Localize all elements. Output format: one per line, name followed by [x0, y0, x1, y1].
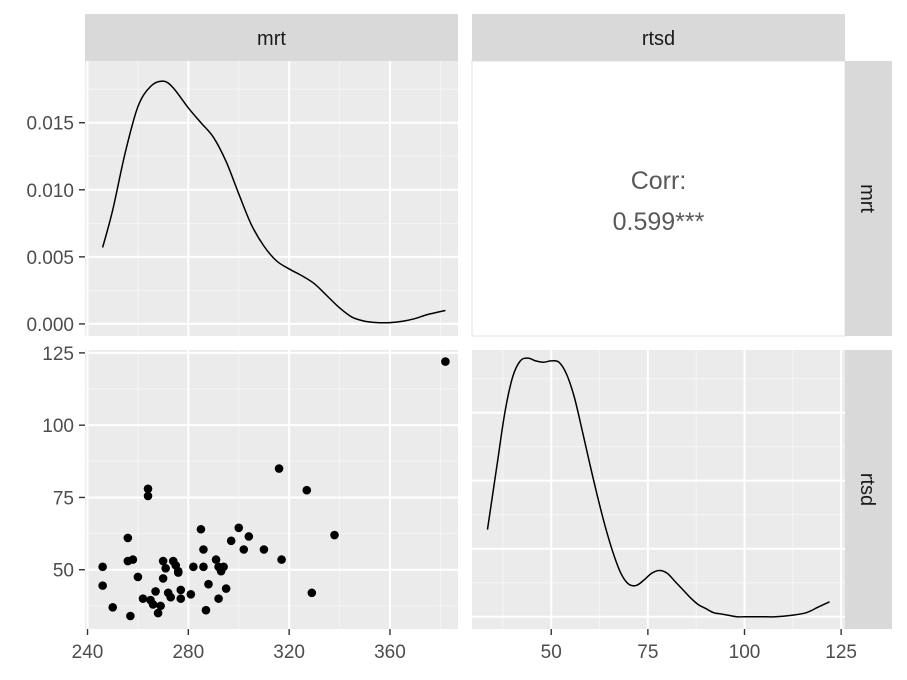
y-tick-label: 100	[42, 416, 74, 437]
scatter-point	[239, 545, 249, 554]
scatter-point	[307, 588, 317, 598]
scatter-point	[156, 601, 165, 611]
y-tick-label: 125	[42, 344, 74, 365]
scatter-point	[201, 605, 211, 615]
scatter-point	[161, 563, 170, 573]
rtsd-density-curve	[486, 357, 830, 618]
scatter-point	[219, 562, 228, 572]
rtsd-x-axis: 50 75 100 125	[541, 629, 857, 663]
corr-label: Corr:	[631, 167, 687, 195]
scatter-point	[98, 581, 107, 590]
scatter-point	[302, 485, 312, 495]
strip-label: mrt	[856, 184, 878, 213]
scatter-point	[151, 587, 160, 596]
strip-top-mrt: mrt	[85, 14, 458, 61]
strip-label: rtsd	[642, 28, 675, 50]
y-tick-label: 0.000	[26, 315, 74, 336]
x-tick-label: 50	[541, 642, 562, 663]
scatter-point	[199, 545, 208, 554]
scatter-point	[126, 611, 135, 621]
scatter-point	[143, 491, 153, 501]
strip-right-mrt: mrt	[845, 61, 892, 336]
y-tick-label: 75	[53, 488, 74, 509]
scatter-point	[158, 574, 168, 583]
x-tick-label: 100	[729, 642, 761, 663]
panel-rtsd-density	[472, 350, 845, 629]
scatter-point	[259, 545, 269, 554]
density-y-axis: 0.000 0.005 0.010 0.015	[26, 114, 85, 336]
strip-right-rtsd: rtsd	[845, 350, 892, 629]
x-tick-label: 360	[374, 642, 406, 663]
scatter-point	[123, 533, 133, 543]
scatter-point	[274, 464, 284, 473]
y-tick-label: 0.005	[26, 248, 74, 269]
scatter-point	[277, 555, 286, 564]
panel-background	[472, 350, 845, 629]
scatter-point	[189, 562, 198, 572]
scatter-point	[153, 608, 163, 618]
y-tick-label: 0.010	[26, 181, 74, 202]
x-tick-label: 320	[273, 642, 305, 663]
y-tick-label: 0.015	[26, 114, 74, 135]
scatter-point	[176, 594, 186, 603]
x-tick-label: 280	[172, 642, 204, 663]
panel-background	[85, 350, 458, 629]
mrt-x-axis: 240 280 320 360	[72, 629, 406, 663]
scatter-point	[186, 590, 196, 599]
x-tick-label: 240	[72, 642, 104, 663]
scatter-point	[158, 556, 168, 566]
scatter-point	[138, 594, 148, 603]
scatter-point	[244, 532, 254, 541]
scatter-point	[148, 600, 158, 609]
scatter-point	[211, 555, 221, 564]
scatter-point	[173, 568, 183, 577]
scatter-point	[226, 536, 236, 546]
scatter-point	[330, 530, 339, 540]
panel-scatter	[85, 350, 458, 629]
y-tick-label: 50	[53, 561, 74, 582]
strip-top-rtsd: rtsd	[472, 14, 845, 61]
scatter-point	[221, 584, 231, 593]
scatter-point	[143, 484, 153, 494]
panel-correlation: Corr: 0.599***	[471, 60, 846, 337]
scatter-point	[196, 524, 206, 534]
scatter-point	[98, 562, 107, 572]
scatter-point	[204, 579, 213, 589]
scatter-point	[108, 603, 118, 612]
panel-mrt-density	[85, 61, 458, 336]
x-tick-label: 75	[637, 642, 658, 663]
scatter-point	[199, 562, 208, 572]
scatter-point	[128, 555, 138, 564]
corr-value: 0.599***	[613, 208, 705, 236]
scatter-point	[176, 585, 186, 595]
strip-label: mrt	[257, 28, 286, 50]
rtsd-y-axis: 50 75 100 125	[42, 344, 85, 582]
panel-background	[85, 61, 458, 336]
scatter-point	[166, 592, 175, 602]
scatter-point	[133, 572, 143, 582]
scatter-point	[214, 594, 223, 603]
strip-label: rtsd	[856, 473, 878, 506]
scatter-point	[441, 357, 450, 366]
x-tick-label: 125	[825, 642, 857, 663]
panel-background	[471, 60, 846, 337]
scatter-point	[234, 523, 244, 533]
mrt-density-curve	[101, 80, 446, 324]
